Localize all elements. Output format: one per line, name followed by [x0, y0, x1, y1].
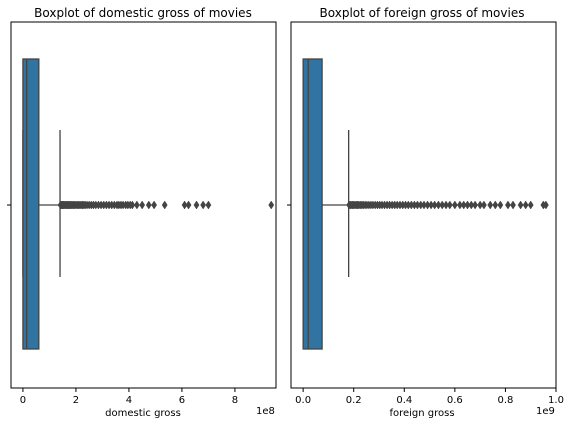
x-tick-label: 0.4: [396, 395, 412, 406]
outlier-point: [439, 200, 446, 210]
domestic-gross-boxplot: Boxplot of domestic gross of movies 0 2 4 6…: [7, 6, 277, 419]
outlier-point: [505, 200, 511, 210]
x-axis-scale-label: 1e8: [256, 406, 275, 417]
outlier-point: [193, 200, 200, 210]
outlier-point: [139, 200, 146, 210]
outlier-point: [492, 200, 499, 210]
x-tick-label: 0.8: [497, 395, 513, 406]
x-tick-label: 1.0: [548, 395, 564, 406]
outlier-point: [145, 200, 152, 210]
outlier-point: [477, 200, 484, 210]
chart-title: Boxplot of foreign gross of movies: [320, 6, 525, 20]
outlier-point: [446, 200, 453, 210]
outlier-point: [464, 200, 471, 210]
outlier-point: [443, 200, 449, 210]
outlier-point: [481, 200, 487, 210]
outlier-point: [151, 200, 157, 210]
x-tick-label: 8: [232, 395, 238, 406]
outlier-point: [468, 200, 475, 210]
x-tick-label: 0: [20, 395, 26, 406]
box: [22, 58, 40, 350]
box: [302, 58, 323, 350]
x-tick-label: 0.6: [447, 395, 463, 406]
x-axis-scale-label: 1e9: [536, 406, 555, 417]
chart-title: Boxplot of domestic gross of movies: [34, 6, 252, 20]
outlier-point: [457, 200, 463, 210]
outlier-point: [129, 200, 136, 210]
outlier-point: [205, 200, 212, 210]
x-tick-label: 0.2: [346, 395, 362, 406]
x-tick-label: 6: [179, 395, 185, 406]
outlier-point: [451, 200, 458, 210]
outlier-point: [431, 200, 438, 210]
outlier-point: [487, 200, 494, 210]
outlier-point: [435, 200, 442, 210]
outlier-point: [133, 200, 140, 210]
outlier-point: [460, 200, 467, 210]
x-tick-label: 0.0: [295, 395, 311, 406]
outlier-point: [497, 200, 504, 210]
x-tick-label: 2: [73, 395, 79, 406]
outlier-point: [200, 200, 207, 210]
foreign-gross-boxplot: Boxplot of foreign gross of movies 0.0 0.…: [287, 6, 564, 419]
x-axis-label: domestic gross: [105, 408, 181, 419]
outlier-point: [181, 200, 188, 210]
x-tick-label: 4: [126, 395, 132, 406]
outlier-point: [522, 200, 529, 210]
outlier-point: [527, 200, 534, 210]
outlier-point: [185, 200, 192, 210]
outlier-point: [472, 200, 478, 210]
outlier-point: [517, 200, 524, 210]
outlier-point: [268, 200, 275, 210]
outlier-point: [542, 200, 549, 210]
outlier-point: [510, 200, 516, 210]
x-axis-label: foreign gross: [389, 408, 454, 419]
outlier-point: [161, 200, 168, 210]
